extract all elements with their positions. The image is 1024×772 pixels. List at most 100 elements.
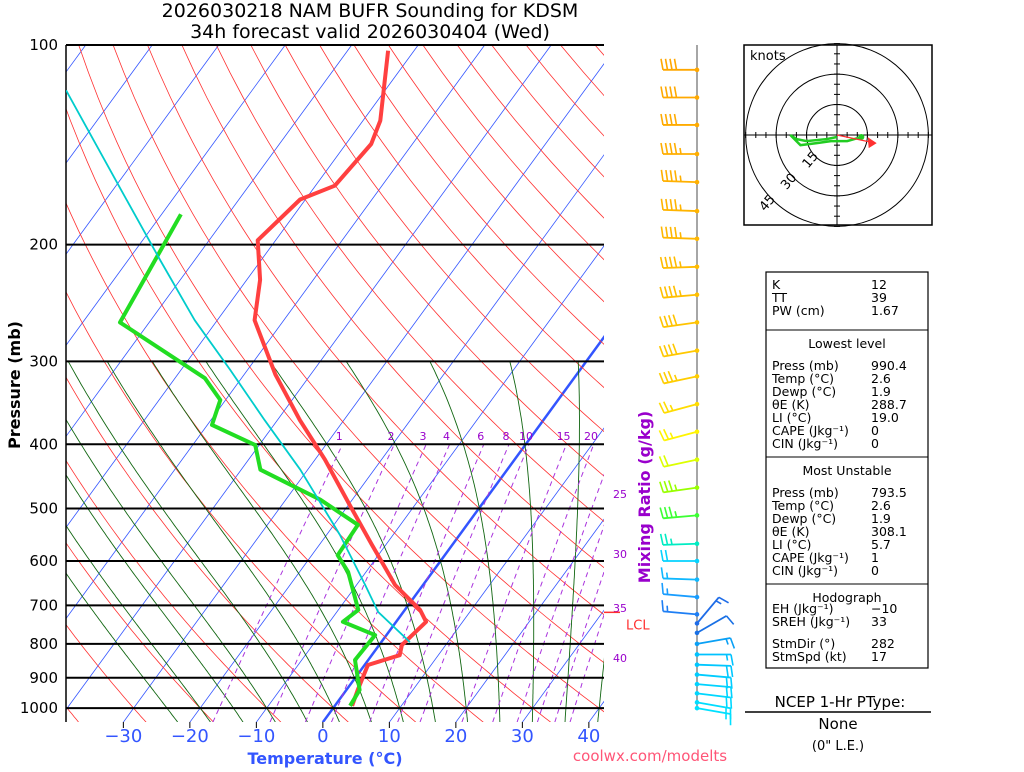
wind-barb-staff bbox=[697, 665, 731, 666]
wind-barb-dot bbox=[695, 621, 700, 626]
mixing-ratio-line bbox=[462, 444, 567, 722]
stat-label: CIN (Jkg⁻¹) bbox=[772, 563, 838, 578]
wind-barb-full bbox=[670, 170, 672, 181]
wind-barb-half bbox=[726, 639, 728, 645]
wind-barb-staff bbox=[663, 238, 697, 239]
pressure-tick-label: 100 bbox=[29, 36, 58, 54]
wind-barb-dot bbox=[695, 429, 700, 434]
mixing-ratio-tick-label: 8 bbox=[502, 430, 509, 443]
wind-barb-full bbox=[669, 507, 672, 518]
wind-barb-full bbox=[660, 287, 663, 298]
temperature-tick-label: 40 bbox=[577, 726, 600, 747]
wind-barb-full bbox=[666, 550, 668, 561]
ptype-heading: NCEP 1-Hr PType: bbox=[775, 693, 906, 711]
wind-barb-full bbox=[666, 87, 668, 98]
wind-barb-staff bbox=[663, 594, 697, 597]
moist-adiabat-line bbox=[270, 361, 435, 722]
stat-value: 17 bbox=[871, 649, 887, 664]
wind-barb-full bbox=[666, 170, 668, 181]
wind-barb-staff bbox=[663, 515, 697, 518]
wind-barb bbox=[661, 199, 699, 214]
wind-barb-full bbox=[675, 170, 677, 181]
wind-barb-full bbox=[665, 534, 667, 545]
wind-barb-full bbox=[661, 114, 663, 125]
temperature-tick-label: 10 bbox=[378, 726, 401, 747]
wind-barb-full bbox=[674, 257, 676, 268]
wind-barb-dot bbox=[695, 706, 700, 711]
wind-barb-staff bbox=[663, 181, 697, 182]
wind-barb-full bbox=[675, 199, 677, 210]
stats-heading: Lowest level bbox=[808, 336, 885, 351]
stat-label: PW (cm) bbox=[772, 303, 825, 318]
wind-barb-full bbox=[673, 315, 677, 326]
wind-barb-full bbox=[675, 143, 677, 154]
wind-barb-half bbox=[680, 261, 681, 267]
wind-barb-full bbox=[670, 257, 672, 268]
wind-barb-full bbox=[666, 114, 668, 125]
wind-barb bbox=[660, 507, 699, 519]
wind-barb-dot bbox=[695, 237, 700, 242]
wind-barb-full bbox=[675, 227, 677, 238]
wind-barb-full bbox=[719, 597, 729, 603]
stat-label: StmSpd (kt) bbox=[772, 649, 847, 664]
wind-barb-full bbox=[675, 59, 677, 70]
temperature-tick-label: −20 bbox=[171, 726, 209, 747]
moist-adiabat-line bbox=[107, 361, 339, 722]
wind-barb-dot bbox=[695, 652, 700, 657]
wind-barb-full bbox=[662, 600, 663, 611]
dry-adiabat-line bbox=[0, 45, 348, 722]
dry-adiabat-line bbox=[423, 45, 1024, 722]
wind-barb-staff bbox=[697, 675, 731, 678]
wind-barb-half bbox=[680, 148, 681, 154]
stat-value: 1.67 bbox=[871, 303, 899, 318]
wind-barb bbox=[661, 227, 699, 242]
wind-barb-staff bbox=[664, 351, 697, 357]
wind-barb-staff bbox=[697, 638, 730, 644]
wind-barb-full bbox=[669, 286, 672, 297]
wind-barb-full bbox=[664, 481, 668, 492]
isotherm-line bbox=[0, 45, 219, 722]
wind-barb-full bbox=[661, 257, 663, 268]
wind-barb-dot bbox=[695, 68, 700, 73]
wind-barb-dot bbox=[695, 152, 700, 157]
wind-barb bbox=[661, 257, 700, 270]
mixing-ratio-tick-label: 1 bbox=[336, 430, 343, 443]
pressure-tick-label: 500 bbox=[29, 500, 58, 518]
isotherm-line bbox=[0, 45, 352, 722]
mixing-ratio-tick-label: 10 bbox=[519, 430, 533, 443]
stat-label: CIN (Jkg⁻¹) bbox=[772, 436, 838, 451]
y-axis-label: Pressure (mb) bbox=[5, 321, 24, 449]
wind-barb bbox=[659, 371, 699, 383]
wind-barb-full bbox=[726, 666, 728, 677]
temperature-tick-label: −30 bbox=[104, 726, 142, 747]
wind-barb bbox=[661, 534, 700, 546]
wind-barb bbox=[695, 706, 731, 725]
wind-barb-dot bbox=[695, 374, 700, 379]
wind-barb-staff bbox=[664, 460, 697, 467]
wind-barb-staff bbox=[697, 702, 730, 708]
ptype-value: None bbox=[818, 715, 857, 733]
isobars bbox=[66, 45, 604, 722]
wind-barb-dot bbox=[695, 700, 700, 705]
wind-barb-full bbox=[665, 507, 668, 518]
mixing-ratio-line bbox=[537, 444, 633, 722]
pressure-tick-label: 700 bbox=[29, 596, 58, 614]
wind-barb-dot bbox=[695, 348, 700, 353]
pressure-tick-label: 300 bbox=[29, 352, 58, 370]
mixing-ratio-label: Mixing Ratio (g/kg) bbox=[635, 411, 654, 583]
wind-barb-staff bbox=[697, 597, 719, 623]
wind-barb bbox=[660, 286, 699, 298]
wind-barb bbox=[662, 600, 699, 616]
wind-barb bbox=[660, 480, 699, 492]
wind-barb-half bbox=[675, 485, 677, 491]
wind-barb-full bbox=[661, 199, 663, 210]
wind-barb bbox=[662, 583, 699, 599]
wind-barb-dot bbox=[695, 264, 700, 269]
wind-barb-full bbox=[664, 429, 669, 439]
wind-barb-full bbox=[731, 698, 732, 709]
wind-barb-full bbox=[670, 87, 672, 98]
wind-barb-full bbox=[661, 534, 663, 545]
stat-value: 0 bbox=[871, 436, 879, 451]
wind-barb-full bbox=[666, 227, 668, 238]
wind-barb bbox=[659, 455, 699, 466]
